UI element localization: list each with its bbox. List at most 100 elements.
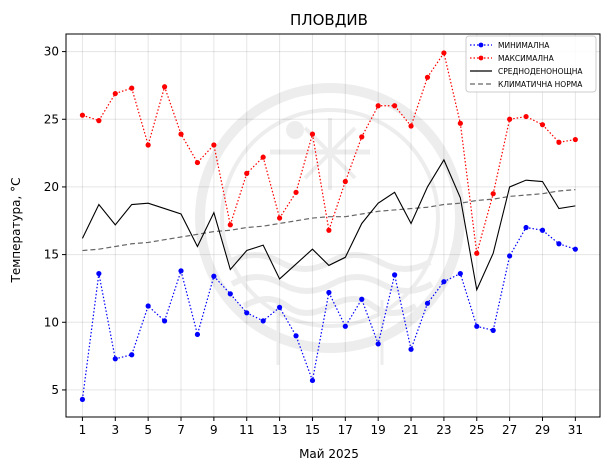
y-tick-label: 25 (44, 112, 59, 126)
data-point-1 (572, 136, 578, 143)
data-point-0 (392, 272, 398, 278)
data-point-1 (523, 113, 529, 120)
x-tick-label: 9 (210, 423, 218, 437)
y-tick-label: 15 (44, 248, 59, 262)
data-point-1 (474, 250, 480, 256)
data-point-0 (572, 246, 578, 252)
data-point-0 (490, 327, 496, 333)
data-point-1 (342, 178, 348, 185)
x-tick-label: 5 (144, 423, 152, 437)
legend-label: СРЕДНОДЕНОНОЩНА (498, 67, 583, 76)
x-tick-label: 3 (111, 423, 119, 437)
data-point-0 (507, 253, 513, 259)
data-point-0 (424, 300, 431, 306)
data-point-1 (293, 189, 299, 195)
x-tick-label: 21 (403, 423, 418, 437)
data-point-1 (408, 123, 414, 129)
y-tick-label: 30 (44, 45, 59, 59)
data-point-0 (129, 352, 135, 358)
data-point-1 (178, 131, 184, 137)
data-point-0 (539, 227, 546, 233)
data-point-1 (161, 84, 168, 90)
x-tick-label: 19 (371, 423, 386, 437)
data-point-1 (539, 122, 546, 128)
series-line-3 (82, 189, 576, 252)
x-axis-ticks: 1 3 5 7 9 11 13 15 17 19 21 23 25 27 29 31 (79, 417, 583, 437)
y-tick-label: 5 (51, 383, 59, 397)
legend-label: КЛИМАТИЧНА НОРМА (498, 80, 583, 89)
data-point-1 (507, 116, 513, 122)
data-point-0 (112, 356, 118, 362)
data-point-1 (211, 142, 217, 148)
data-point-1 (457, 120, 463, 126)
series-line-0 (81, 226, 576, 400)
data-point-0 (556, 241, 562, 247)
y-tick-label: 20 (44, 180, 59, 194)
y-tick-label: 10 (44, 315, 59, 329)
data-point-1 (556, 139, 562, 145)
legend-marker (478, 55, 484, 61)
legend-box (465, 35, 597, 93)
data-point-1 (424, 74, 431, 80)
x-tick-label: 15 (305, 423, 320, 437)
y-axis-label: Температура, °C (9, 177, 23, 283)
data-point-0 (79, 396, 86, 403)
y-axis-ticks: 5 10 15 20 25 30 (44, 45, 66, 397)
data-point-1 (326, 227, 332, 233)
data-point-0 (326, 289, 332, 296)
data-point-1 (194, 159, 201, 166)
data-point-0 (260, 318, 266, 324)
data-point-0 (342, 323, 348, 329)
x-tick-label: 29 (535, 423, 550, 437)
x-tick-label: 7 (177, 423, 185, 437)
data-point-1 (145, 142, 151, 148)
data-point-1 (244, 170, 250, 176)
data-point-0 (523, 224, 529, 231)
legend: МИНИМАЛНА МАКСИМАЛНА СРЕДНОДЕНОНОЩНА КЛИМАТ… (465, 35, 597, 93)
data-point-1 (441, 50, 447, 56)
x-tick-label: 17 (338, 423, 353, 437)
data-point-0 (161, 318, 168, 324)
data-point-0 (211, 273, 217, 279)
x-axis-label: Май 2025 (299, 447, 359, 461)
chart-title: ПЛОВДИВ (290, 11, 368, 29)
data-point-0 (375, 341, 381, 347)
data-point-0 (293, 333, 299, 339)
x-tick-label: 1 (79, 423, 87, 437)
data-point-0 (441, 279, 447, 285)
data-point-0 (145, 303, 151, 309)
plot-area-frame (65, 33, 601, 418)
data-point-1 (359, 134, 365, 140)
x-tick-label: 23 (436, 423, 451, 437)
data-point-1 (129, 85, 135, 91)
legend-label: МАКСИМАЛНА (498, 54, 555, 63)
data-point-0 (227, 291, 233, 297)
data-point-0 (457, 270, 463, 277)
data-point-1 (260, 154, 266, 160)
x-tick-label: 27 (502, 423, 517, 437)
series-layer (79, 50, 578, 403)
data-point-1 (490, 191, 496, 197)
data-point-0 (96, 270, 102, 277)
legend-label: МИНИМАЛНА (498, 41, 550, 50)
data-point-0 (474, 323, 480, 329)
data-point-1 (375, 103, 381, 109)
data-point-0 (277, 304, 283, 310)
data-point-1 (309, 131, 316, 137)
x-tick-label: 31 (568, 423, 583, 437)
data-point-0 (194, 331, 201, 338)
data-point-1 (392, 103, 398, 109)
x-tick-label: 25 (469, 423, 484, 437)
data-point-1 (277, 215, 283, 221)
data-point-1 (96, 118, 102, 124)
data-point-0 (309, 377, 316, 384)
data-point-0 (359, 296, 365, 302)
data-point-0 (244, 310, 250, 316)
data-point-1 (79, 112, 86, 118)
x-tick-label: 11 (239, 423, 254, 437)
legend-marker (478, 42, 484, 48)
x-tick-label: 13 (272, 423, 287, 437)
data-point-0 (408, 346, 414, 352)
data-point-0 (178, 268, 184, 274)
